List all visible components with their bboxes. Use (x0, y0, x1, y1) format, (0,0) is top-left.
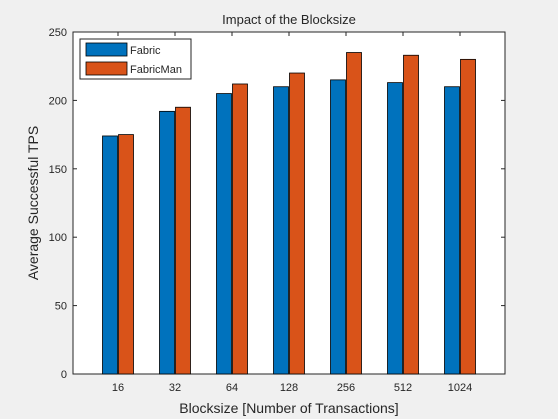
bar-fabric-64 (216, 93, 232, 375)
bar-fabric-512 (387, 82, 403, 375)
y-tick-label: 250 (49, 27, 67, 39)
plot-area (72, 31, 506, 375)
y-tick-label: 200 (49, 95, 67, 107)
y-axis-ticks: 0 50 100 150 200 250 (49, 27, 505, 381)
x-tick-label: 32 (169, 382, 181, 394)
x-tick-label: 64 (226, 382, 238, 394)
bar-fabricman-64 (232, 83, 248, 375)
x-tick-label: 128 (280, 382, 298, 394)
x-tick-label: 16 (112, 382, 124, 394)
bar-fabricman-512 (403, 54, 419, 375)
x-tick-label: 1024 (448, 382, 472, 394)
legend: Fabric FabricMan (79, 38, 192, 80)
legend-label-fabricman: FabricMan (130, 64, 182, 76)
bar-fabricman-32 (175, 106, 191, 375)
legend-label-fabric: Fabric (130, 45, 161, 57)
bar-fabricman-16 (118, 134, 134, 375)
bar-fabric-1024 (444, 86, 460, 375)
bar-fabric-32 (159, 110, 175, 375)
bar-fabricman-128 (289, 72, 305, 375)
chart-title: Impact of the Blocksize (222, 12, 356, 27)
bar-fabricman-256 (346, 52, 362, 375)
x-tick-label: 512 (394, 382, 412, 394)
bar-fabric-128 (273, 86, 289, 375)
y-tick-label: 0 (61, 369, 67, 381)
bar-fabric-16 (102, 135, 118, 375)
y-tick-label: 100 (49, 232, 67, 244)
x-axis-ticks: 16 32 64 128 256 512 1024 (112, 32, 472, 394)
y-tick-label: 50 (55, 301, 67, 313)
y-axis-label: Average Successful TPS (25, 126, 41, 280)
x-axis-label: Blocksize [Number of Transactions] (179, 400, 398, 416)
bar-group (102, 52, 476, 375)
legend-swatch-fabricman (85, 61, 128, 76)
bar-fabric-256 (330, 79, 346, 375)
bar-fabricman-1024 (460, 58, 476, 375)
y-tick-label: 150 (49, 164, 67, 176)
x-tick-label: 256 (337, 382, 355, 394)
legend-swatch-fabric (85, 42, 128, 57)
